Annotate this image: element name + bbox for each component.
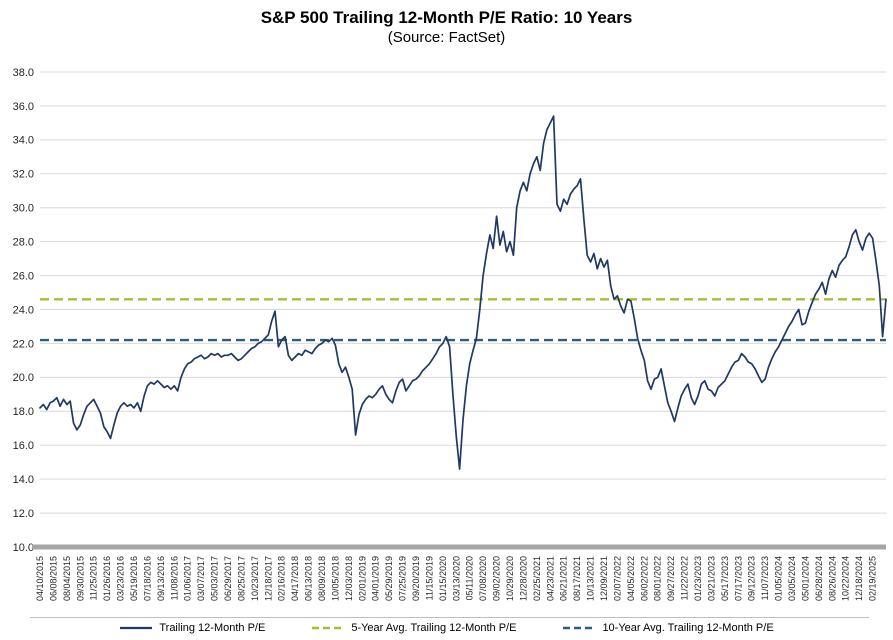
svg-text:05/17/2023: 05/17/2023	[720, 556, 730, 601]
svg-text:11/22/2022: 11/22/2022	[680, 556, 690, 600]
svg-text:12/09/2021: 12/09/2021	[599, 556, 609, 601]
svg-text:05/29/2019: 05/29/2019	[384, 556, 394, 601]
svg-text:06/28/2024: 06/28/2024	[814, 556, 824, 601]
svg-text:10/23/2017: 10/23/2017	[250, 556, 260, 601]
svg-text:05/11/2020: 05/11/2020	[465, 556, 475, 600]
svg-text:12.0: 12.0	[13, 508, 34, 520]
svg-text:07/17/2023: 07/17/2023	[733, 556, 743, 601]
svg-text:04/17/2018: 04/17/2018	[290, 556, 300, 601]
legend-item-5yr-avg: 5-Year Avg. Trailing 12-Month P/E	[311, 622, 516, 634]
svg-text:08/04/2015: 08/04/2015	[62, 556, 72, 601]
svg-text:12/18/2024: 12/18/2024	[854, 556, 864, 601]
svg-text:10/05/2018: 10/05/2018	[330, 556, 340, 601]
legend-swatch-blue-dashed-line-icon	[563, 626, 596, 630]
chart-legend: Trailing 12-Month P/E 5-Year Avg. Traili…	[0, 622, 893, 634]
svg-text:12/18/2017: 12/18/2017	[263, 556, 273, 601]
svg-text:08/01/2022: 08/01/2022	[653, 556, 663, 601]
svg-text:34.0: 34.0	[13, 135, 34, 147]
svg-text:02/25/2021: 02/25/2021	[532, 556, 542, 601]
svg-text:36.0: 36.0	[13, 101, 34, 113]
legend-divider	[30, 617, 869, 618]
svg-text:06/13/2018: 06/13/2018	[304, 556, 314, 601]
svg-text:01/23/2023: 01/23/2023	[693, 556, 703, 601]
legend-swatch-green-dashed-line-icon	[312, 626, 345, 630]
svg-text:07/08/2020: 07/08/2020	[478, 556, 488, 601]
svg-text:18.0: 18.0	[13, 406, 34, 418]
svg-text:03/05/2024: 03/05/2024	[787, 556, 797, 601]
svg-text:10.0: 10.0	[13, 542, 34, 554]
svg-text:06/21/2021: 06/21/2021	[559, 556, 569, 601]
legend-swatch-solid-line-icon	[120, 626, 153, 630]
svg-text:11/15/2019: 11/15/2019	[424, 556, 434, 600]
svg-text:01/05/2024: 01/05/2024	[774, 556, 784, 601]
svg-text:09/13/2016: 09/13/2016	[156, 556, 166, 601]
svg-text:03/13/2020: 03/13/2020	[451, 556, 461, 601]
svg-text:08/17/2021: 08/17/2021	[572, 556, 582, 601]
svg-text:04/01/2019: 04/01/2019	[371, 556, 381, 601]
svg-text:01/06/2017: 01/06/2017	[183, 556, 193, 601]
svg-text:08/25/2017: 08/25/2017	[236, 556, 246, 601]
svg-text:05/03/2017: 05/03/2017	[210, 556, 220, 601]
svg-text:04/23/2021: 04/23/2021	[545, 556, 555, 601]
svg-text:02/07/2022: 02/07/2022	[612, 556, 622, 601]
svg-text:05/19/2016: 05/19/2016	[129, 556, 139, 601]
svg-text:09/12/2023: 09/12/2023	[747, 556, 757, 601]
svg-text:26.0: 26.0	[13, 270, 34, 282]
svg-text:09/02/2020: 09/02/2020	[492, 556, 502, 601]
svg-text:09/20/2019: 09/20/2019	[411, 556, 421, 601]
svg-text:02/01/2019: 02/01/2019	[357, 556, 367, 601]
legend-item-10yr-avg: 10-Year Avg. Trailing 12-Month P/E	[562, 622, 774, 634]
svg-text:04/05/2022: 04/05/2022	[626, 556, 636, 601]
svg-text:08/09/2018: 08/09/2018	[317, 556, 327, 601]
svg-text:01/26/2016: 01/26/2016	[102, 556, 112, 601]
legend-label-trailing-pe: Trailing 12-Month P/E	[159, 622, 266, 634]
svg-text:04/10/2015: 04/10/2015	[35, 556, 45, 601]
svg-text:20.0: 20.0	[13, 372, 34, 384]
svg-text:30.0: 30.0	[13, 203, 34, 215]
svg-text:12/03/2018: 12/03/2018	[344, 556, 354, 601]
svg-text:38.0: 38.0	[13, 67, 34, 79]
svg-text:14.0: 14.0	[13, 474, 34, 486]
svg-text:03/23/2016: 03/23/2016	[116, 556, 126, 601]
svg-text:09/30/2015: 09/30/2015	[75, 556, 85, 601]
svg-text:24.0: 24.0	[13, 304, 34, 316]
svg-text:28.0: 28.0	[13, 236, 34, 248]
svg-text:01/15/2020: 01/15/2020	[438, 556, 448, 601]
svg-text:07/25/2019: 07/25/2019	[398, 556, 408, 601]
svg-text:02/16/2018: 02/16/2018	[277, 556, 287, 601]
legend-item-trailing-pe: Trailing 12-Month P/E	[119, 622, 265, 634]
svg-text:08/26/2024: 08/26/2024	[827, 556, 837, 601]
svg-text:06/08/2015: 06/08/2015	[48, 556, 58, 601]
chart-subtitle: (Source: FactSet)	[387, 29, 506, 46]
svg-text:05/01/2024: 05/01/2024	[800, 556, 810, 601]
svg-text:10/22/2024: 10/22/2024	[841, 556, 851, 601]
svg-text:11/07/2023: 11/07/2023	[760, 556, 770, 600]
legend-label-5yr-avg: 5-Year Avg. Trailing 12-Month P/E	[351, 622, 517, 634]
svg-text:16.0: 16.0	[13, 440, 34, 452]
svg-text:06/29/2017: 06/29/2017	[223, 556, 233, 601]
svg-text:03/07/2017: 03/07/2017	[196, 556, 206, 601]
svg-text:10/13/2021: 10/13/2021	[586, 556, 596, 601]
svg-text:07/18/2016: 07/18/2016	[142, 556, 152, 601]
svg-text:11/08/2016: 11/08/2016	[169, 556, 179, 600]
svg-text:10/29/2020: 10/29/2020	[505, 556, 515, 601]
svg-text:12/28/2020: 12/28/2020	[518, 556, 528, 601]
svg-text:11/25/2015: 11/25/2015	[89, 556, 99, 600]
svg-text:32.0: 32.0	[13, 169, 34, 181]
svg-text:02/19/2025: 02/19/2025	[868, 556, 878, 601]
svg-text:03/21/2023: 03/21/2023	[706, 556, 716, 601]
svg-text:09/27/2022: 09/27/2022	[666, 556, 676, 601]
chart-title: S&P 500 Trailing 12-Month P/E Ratio: 10 …	[260, 8, 633, 27]
svg-text:22.0: 22.0	[13, 338, 34, 350]
svg-text:06/02/2022: 06/02/2022	[639, 556, 649, 601]
legend-label-10yr-avg: 10-Year Avg. Trailing 12-Month P/E	[602, 622, 774, 634]
